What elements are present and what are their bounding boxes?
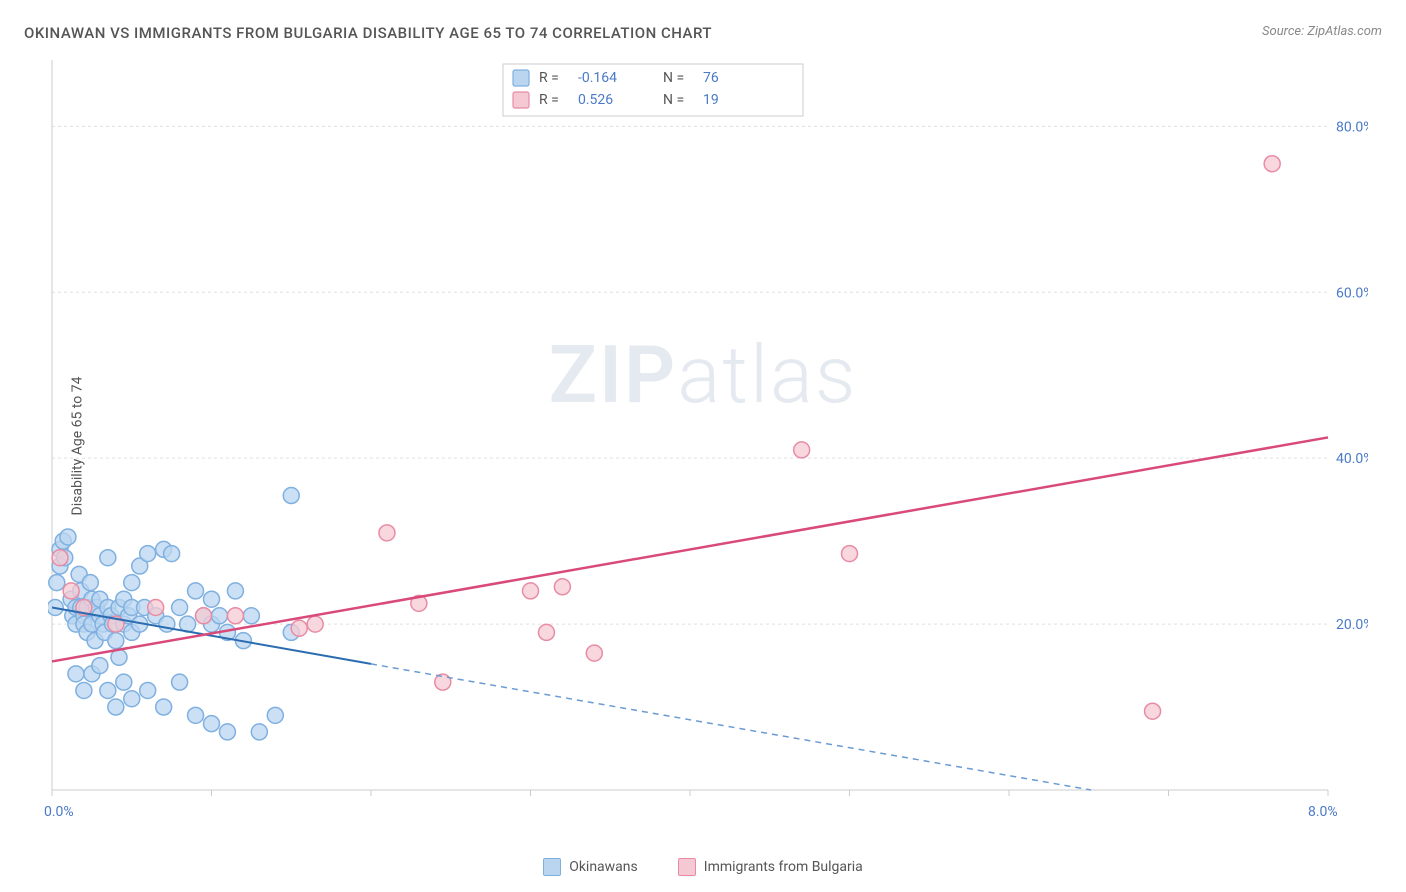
legend-swatch-okinawans (543, 858, 561, 876)
chart-title: OKINAWAN VS IMMIGRANTS FROM BULGARIA DIS… (24, 24, 712, 42)
legend-label-bulgaria: Immigrants from Bulgaria (704, 859, 863, 875)
source-attribution: Source: ZipAtlas.com (1262, 24, 1382, 39)
legend-item-okinawans: Okinawans (543, 858, 638, 876)
svg-text:76: 76 (703, 70, 719, 86)
legend-swatch-bulgaria (678, 858, 696, 876)
x-tick-label-max: 8.0% (1308, 804, 1338, 820)
svg-text:R =: R = (539, 70, 559, 86)
svg-text:N =: N = (663, 70, 684, 86)
svg-text:20.0%: 20.0% (1336, 617, 1368, 633)
scatter-plot: 20.0% 40.0% 60.0% 80.0% R = -0.164 N = 76 R = 0.5… (48, 60, 1368, 820)
svg-text:19: 19 (703, 92, 719, 108)
svg-text:40.0%: 40.0% (1336, 451, 1368, 467)
x-tick-label-min: 0.0% (44, 804, 74, 820)
svg-text:-0.164: -0.164 (578, 70, 617, 86)
legend-item-bulgaria: Immigrants from Bulgaria (678, 858, 863, 876)
bottom-legend: Okinawans Immigrants from Bulgaria (0, 858, 1406, 876)
svg-text:80.0%: 80.0% (1336, 119, 1368, 135)
svg-text:0.526: 0.526 (578, 92, 613, 108)
legend-label-okinawans: Okinawans (569, 859, 638, 875)
svg-text:R =: R = (539, 92, 559, 108)
svg-text:60.0%: 60.0% (1336, 285, 1368, 301)
svg-text:N =: N = (663, 92, 684, 108)
